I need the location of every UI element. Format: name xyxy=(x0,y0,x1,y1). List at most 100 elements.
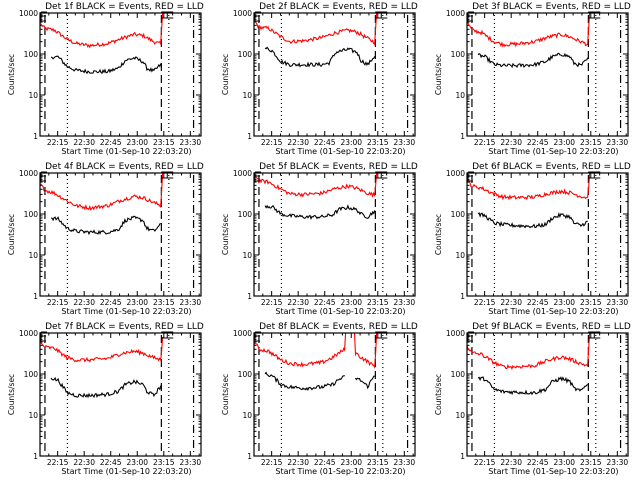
plot-frame xyxy=(39,332,202,457)
lld-series-line xyxy=(466,12,591,48)
y-tick-label: 1 xyxy=(460,132,465,141)
x-tick-label: 23:15 xyxy=(580,298,602,307)
y-tick-label: 1000 xyxy=(19,329,38,338)
panel-title: Det 2f BLACK = Events, RED = LLD xyxy=(259,2,418,12)
y-tick-label: 100 xyxy=(24,50,39,59)
lld-series-line xyxy=(253,12,378,46)
start-marker-icon xyxy=(254,11,261,22)
lld-series-line xyxy=(466,172,591,201)
plot-frame xyxy=(253,12,416,137)
x-tick-label: 23:30 xyxy=(180,458,202,467)
x-tick-label: 23:00 xyxy=(553,298,575,307)
x-tick-label: 23:00 xyxy=(553,458,575,467)
plot-frame xyxy=(253,332,416,457)
x-tick-label: 23:15 xyxy=(367,458,389,467)
x-tick-label: 22:15 xyxy=(474,298,496,307)
x-tick-label: 23:00 xyxy=(126,458,148,467)
x-axis-label: Start Time (01-Sep-10 22:03:20) xyxy=(61,467,191,476)
x-axis-label: Start Time (01-Sep-10 22:03:20) xyxy=(61,307,191,316)
y-tick-label: 1000 xyxy=(446,9,465,18)
x-tick-label: 23:30 xyxy=(180,298,202,307)
x-tick-label: 22:15 xyxy=(261,298,283,307)
y-tick-label: 100 xyxy=(238,210,253,219)
x-tick-label: 23:30 xyxy=(607,298,629,307)
y-tick-label: 1 xyxy=(33,452,38,461)
x-tick-label: 22:15 xyxy=(47,138,69,147)
y-tick-label: 1000 xyxy=(19,169,38,178)
y-tick-label: 10 xyxy=(242,411,252,420)
y-tick-label: 10 xyxy=(455,91,465,100)
x-tick-label: 23:15 xyxy=(367,138,389,147)
detector-panel-7: Det 7f BLACK = Events, RED = LLD Counts/s… xyxy=(7,322,204,476)
lld-series-line xyxy=(39,336,164,363)
events-series-line xyxy=(50,55,162,75)
detector-panel-6: Det 6f BLACK = Events, RED = LLD Counts/s… xyxy=(434,162,631,316)
x-tick-label: 22:30 xyxy=(73,298,95,307)
panel-title: Det 8f BLACK = Events, RED = LLD xyxy=(259,322,418,332)
x-tick-label: 22:45 xyxy=(314,138,336,147)
x-tick-label: 22:30 xyxy=(73,138,95,147)
y-tick-label: 1 xyxy=(247,132,252,141)
x-tick-label: 23:15 xyxy=(580,458,602,467)
y-tick-label: 100 xyxy=(24,210,39,219)
lld-series-line xyxy=(253,172,378,199)
detector-panel-1: Det 1f BLACK = Events, RED = LLD Counts/s… xyxy=(7,2,204,156)
x-tick-label: 22:45 xyxy=(100,458,122,467)
y-tick-label: 1000 xyxy=(233,9,252,18)
x-tick-label: 23:30 xyxy=(394,458,416,467)
x-tick-label: 22:15 xyxy=(261,458,283,467)
x-tick-label: 22:30 xyxy=(287,298,309,307)
x-tick-label: 23:00 xyxy=(126,298,148,307)
y-axis-label: Counts/sec xyxy=(434,374,443,415)
y-axis-label: Counts/sec xyxy=(434,214,443,255)
start-marker-icon xyxy=(467,331,474,342)
x-tick-label: 22:45 xyxy=(527,298,549,307)
panel-title: Det 9f BLACK = Events, RED = LLD xyxy=(472,322,631,332)
start-marker-icon xyxy=(467,171,474,182)
y-tick-label: 100 xyxy=(451,210,466,219)
start-marker-icon xyxy=(254,331,261,342)
lld-series-line xyxy=(39,12,164,49)
x-axis-label: Start Time (01-Sep-10 22:03:20) xyxy=(275,307,405,316)
panel-title: Det 6f BLACK = Events, RED = LLD xyxy=(472,162,631,172)
lld-series-line xyxy=(253,332,347,368)
detector-panel-2: Det 2f BLACK = Events, RED = LLD Counts/s… xyxy=(221,2,418,156)
x-tick-label: 22:45 xyxy=(314,458,336,467)
x-tick-label: 22:30 xyxy=(500,138,522,147)
y-tick-label: 1000 xyxy=(19,9,38,18)
y-tick-label: 1 xyxy=(460,452,465,461)
y-tick-label: 100 xyxy=(451,370,466,379)
events-series-line xyxy=(50,215,162,236)
x-tick-label: 22:15 xyxy=(474,138,496,147)
y-tick-label: 100 xyxy=(238,50,253,59)
x-tick-label: 22:30 xyxy=(500,458,522,467)
panel-title: Det 5f BLACK = Events, RED = LLD xyxy=(259,162,418,172)
events-series-line xyxy=(477,52,589,69)
x-tick-label: 23:15 xyxy=(367,298,389,307)
x-tick-label: 22:30 xyxy=(287,138,309,147)
x-tick-label: 22:45 xyxy=(100,298,122,307)
x-tick-label: 22:30 xyxy=(500,298,522,307)
x-tick-label: 22:30 xyxy=(287,458,309,467)
y-tick-label: 1000 xyxy=(446,169,465,178)
x-tick-label: 22:45 xyxy=(527,458,549,467)
x-tick-label: 23:00 xyxy=(340,458,362,467)
x-axis-label: Start Time (01-Sep-10 22:03:20) xyxy=(61,147,191,156)
lld-series-line xyxy=(466,332,591,370)
y-tick-label: 1 xyxy=(33,292,38,301)
y-tick-label: 10 xyxy=(28,251,38,260)
y-tick-label: 1 xyxy=(460,292,465,301)
plot-frame xyxy=(39,12,202,137)
x-axis-label: Start Time (01-Sep-10 22:03:20) xyxy=(488,467,618,476)
detector-panel-8: Det 8f BLACK = Events, RED = LLD Counts/s… xyxy=(221,322,418,476)
detector-panel-3: Det 3f BLACK = Events, RED = LLD Counts/s… xyxy=(434,2,631,156)
x-tick-label: 23:00 xyxy=(126,138,148,147)
y-tick-label: 10 xyxy=(28,411,38,420)
x-tick-label: 23:00 xyxy=(340,298,362,307)
events-series-line xyxy=(264,371,345,391)
y-tick-label: 100 xyxy=(238,370,253,379)
x-tick-label: 22:15 xyxy=(47,458,69,467)
y-tick-label: 1 xyxy=(33,132,38,141)
start-marker-icon xyxy=(40,171,47,182)
